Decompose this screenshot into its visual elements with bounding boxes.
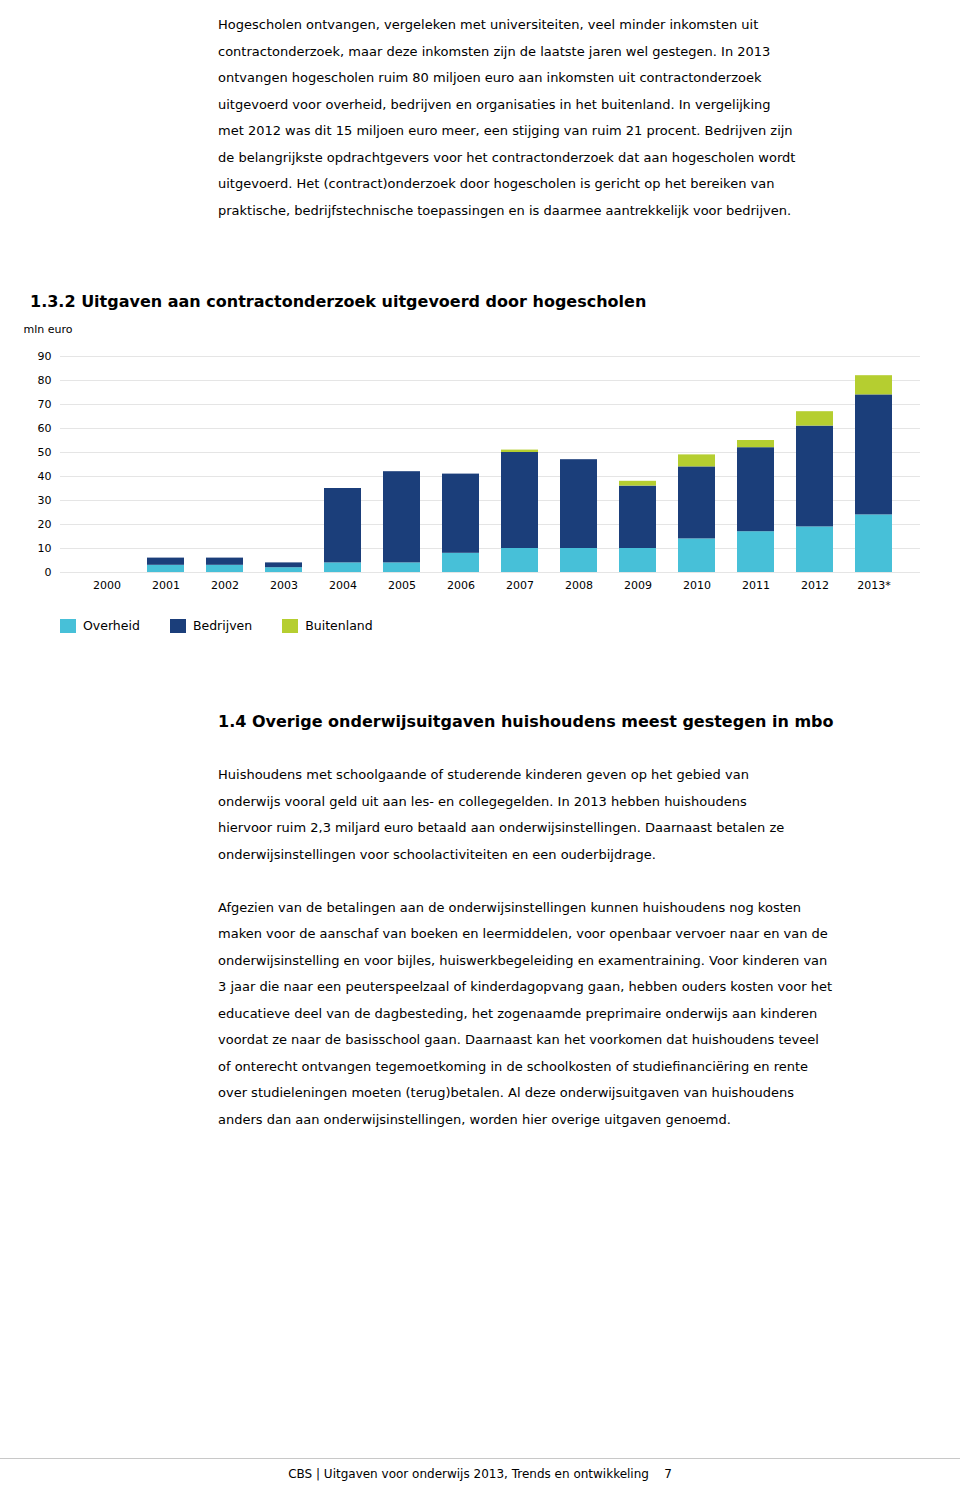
svg-text:30: 30: [38, 494, 52, 507]
html-text:maken voor de aanschaf van boe: maken voor de aanschaf van boeken en lee…: [218, 926, 828, 941]
html-text:contractonderzoek, maar deze i: contractonderzoek, maar deze inkomsten z…: [218, 43, 771, 59]
svg-text:80: 80: [38, 374, 52, 387]
svg-text:2008: 2008: [565, 579, 593, 592]
html-text:1.4 Overige onderwijsuitgaven: 1.4 Overige onderwijsuitgaven huishouden…: [218, 712, 834, 731]
html-text:Huishoudens met schoolgaande o: Huishoudens met schoolgaande of studeren…: [218, 767, 749, 782]
html-text:onderwijsinstellingen voor sch: onderwijsinstellingen voor schoolactivit…: [218, 846, 656, 862]
svg-text:2013*: 2013*: [857, 579, 891, 592]
svg-text:2005: 2005: [388, 579, 416, 592]
svg-text:90: 90: [38, 350, 52, 363]
html-text:Overheid: Overheid: [83, 618, 140, 633]
svg-text:0: 0: [45, 566, 52, 579]
svg-text:50: 50: [38, 446, 52, 459]
svg-text:2000: 2000: [93, 579, 121, 592]
html-text:Afgezien van de betalingen aan: Afgezien van de betalingen aan de onderw…: [218, 899, 801, 915]
svg-text:2001: 2001: [152, 579, 180, 592]
svg-text:2012: 2012: [801, 579, 829, 592]
svg-text:2006: 2006: [447, 579, 475, 592]
svg-text:2003: 2003: [270, 579, 298, 592]
html-text:anders dan aan onderwijsinstel: anders dan aan onderwijsinstellingen, wo…: [218, 1111, 731, 1127]
html-text:voordat ze naar de basisschool: voordat ze naar de basisschool gaan. Daa…: [218, 1032, 819, 1047]
html-text:hiervoor ruim 2,3 miljard euro: hiervoor ruim 2,3 miljard euro betaald a…: [218, 820, 785, 835]
html-text:met 2012 was dit 15 miljoen eu: met 2012 was dit 15 miljoen euro meer, e…: [218, 123, 793, 138]
html-text:Buitenland: Buitenland: [305, 618, 373, 633]
html-text:uitgevoerd. Het (contract)onde: uitgevoerd. Het (contract)onderzoek door…: [218, 176, 775, 191]
html-text:uitgevoerd voor overheid, bedr: uitgevoerd voor overheid, bedrijven en o…: [218, 96, 771, 112]
html-text:3 jaar die naar een peuterspee: 3 jaar die naar een peuterspeelzaal of k…: [218, 979, 832, 994]
svg-text:2007: 2007: [506, 579, 534, 592]
svg-text:10: 10: [38, 542, 52, 555]
svg-text:20: 20: [38, 518, 52, 531]
html-text:1.3.2 Uitgaven aan contractond: 1.3.2 Uitgaven aan contractonderzoek uit…: [30, 292, 647, 311]
html-text:educatieve deel van de dagbest: educatieve deel van de dagbesteding, het…: [218, 1005, 818, 1021]
html-text:ontvangen hogescholen ruim 80: ontvangen hogescholen ruim 80 miljoen eu…: [218, 70, 762, 85]
svg-text:2011: 2011: [742, 579, 770, 592]
svg-text:mln euro: mln euro: [24, 323, 73, 336]
svg-text:2010: 2010: [683, 579, 711, 592]
svg-text:40: 40: [38, 470, 52, 483]
svg-text:70: 70: [38, 398, 52, 411]
html-text:over studieleningen moeten (te: over studieleningen moeten (terug)betale…: [218, 1085, 795, 1100]
html-text:onderwijs vooral geld uit aan: onderwijs vooral geld uit aan les- en co…: [218, 793, 747, 809]
svg-text:2009: 2009: [624, 579, 652, 592]
html-text:Bedrijven: Bedrijven: [192, 618, 253, 633]
html-text:onderwijsinstelling en voor bi: onderwijsinstelling en voor bijles, huis…: [218, 952, 828, 968]
html-text:de belangrijkste opdrachtgever: de belangrijkste opdrachtgevers voor het…: [218, 149, 796, 165]
html-text:CBS | Uitgaven voor onderwijs: CBS | Uitgaven voor onderwijs 2013, Tren…: [288, 1467, 672, 1481]
svg-text:2004: 2004: [329, 579, 357, 592]
html-text:of onterecht ontvangen tegemoe: of onterecht ontvangen tegemoetkoming in…: [218, 1058, 809, 1074]
svg-text:2002: 2002: [211, 579, 239, 592]
html-text:Hogescholen ontvangen, vergele: Hogescholen ontvangen, vergeleken met un…: [218, 17, 759, 32]
html-text:praktische, bedrijfstechnische: praktische, bedrijfstechnische toepassin…: [218, 202, 792, 218]
svg-text:60: 60: [38, 422, 52, 435]
